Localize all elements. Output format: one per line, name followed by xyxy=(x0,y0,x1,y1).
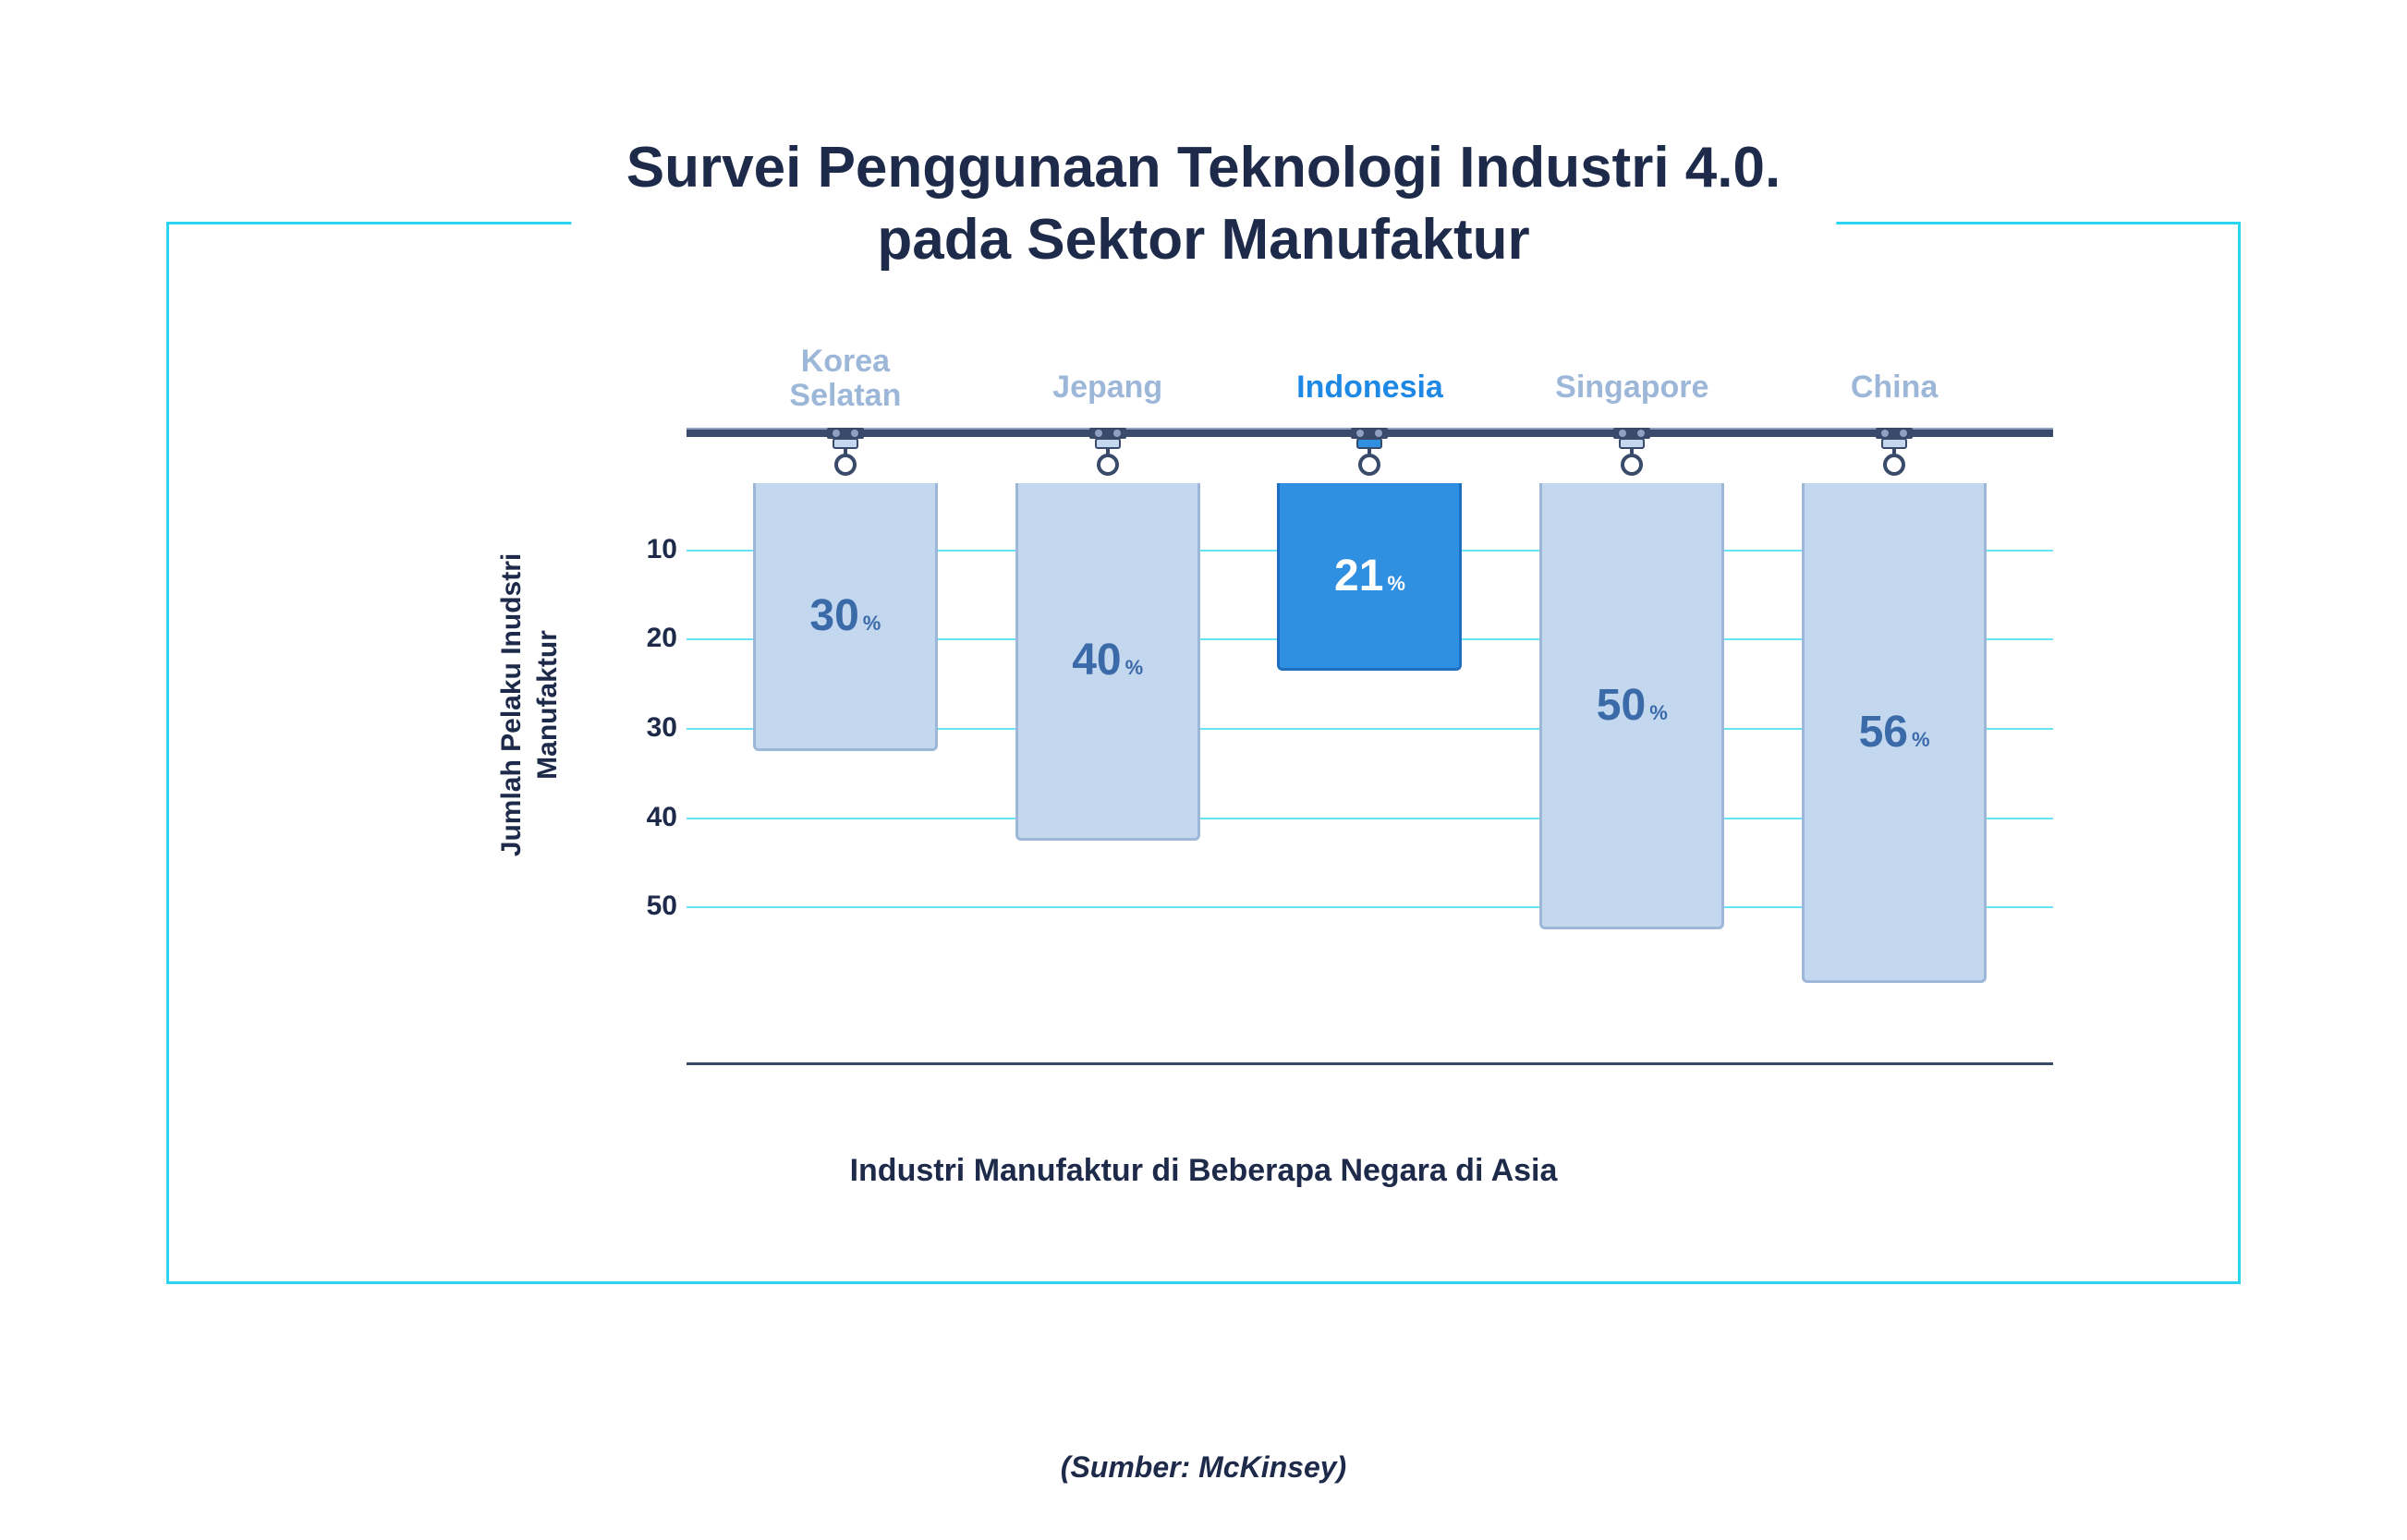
country-label: Jepang xyxy=(1052,370,1162,405)
page: Survei Penggunaan Teknologi Industri 4.0… xyxy=(0,0,2407,1540)
x-axis-label: Industri Manufaktur di Beberapa Negara d… xyxy=(169,1153,2238,1189)
hook-icon xyxy=(813,420,878,485)
bar-column: China 56% xyxy=(1788,345,2000,1065)
country-label: China xyxy=(1851,370,1938,405)
title-line-1: Survei Penggunaan Teknologi Industri 4.0… xyxy=(626,132,1781,204)
baseline xyxy=(687,1062,2053,1065)
hook-icon xyxy=(1076,420,1140,485)
bar-column: Singapore 50% xyxy=(1526,345,1738,1065)
hook-icon xyxy=(1337,420,1402,485)
y-tick-label: 40 xyxy=(622,802,677,833)
bar-value: 21% xyxy=(1334,551,1405,601)
y-axis-label-line1: Jumlah Pelaku Inudstri xyxy=(496,553,527,856)
y-axis-label: Jumlah Pelaku Inudstri Manufaktur xyxy=(493,553,565,856)
country-label: KoreaSelatan xyxy=(789,345,901,414)
y-tick-label: 10 xyxy=(622,534,677,565)
title-line-2: pada Sektor Manufaktur xyxy=(626,204,1781,276)
bar: 56% xyxy=(1802,483,1987,983)
chart-frame: Survei Penggunaan Teknologi Industri 4.0… xyxy=(166,222,2241,1284)
y-tick-label: 50 xyxy=(622,891,677,922)
country-label: Indonesia xyxy=(1296,370,1443,405)
bar-value: 30% xyxy=(809,590,881,641)
bar-column: Jepang 40% xyxy=(1002,345,1214,1065)
bar: 21% xyxy=(1277,483,1462,671)
hook-icon xyxy=(1599,420,1664,485)
bar-value: 40% xyxy=(1072,635,1143,685)
bar: 50% xyxy=(1539,483,1724,929)
bar-value: 56% xyxy=(1859,707,1930,758)
country-label: Singapore xyxy=(1555,370,1708,405)
bar: 30% xyxy=(753,483,938,751)
y-tick-label: 30 xyxy=(622,712,677,744)
y-tick-label: 20 xyxy=(622,623,677,654)
bar-column: Indonesia 21% xyxy=(1263,345,1476,1065)
y-axis-ticks: 10 20 30 40 50 xyxy=(622,460,677,996)
chart-title: Survei Penggunaan Teknologi Industri 4.0… xyxy=(571,132,1836,275)
source-caption: (Sumber: McKinsey) xyxy=(0,1450,2407,1485)
bars-row: KoreaSelatan 30%Jepang 40%Indonesia 21%S… xyxy=(687,345,2053,1065)
bar: 40% xyxy=(1015,483,1200,841)
y-axis-label-line2: Manufaktur xyxy=(532,630,563,780)
bar-column: KoreaSelatan 30% xyxy=(739,345,952,1065)
bar-value: 50% xyxy=(1597,680,1668,731)
hook-icon xyxy=(1862,420,1927,485)
chart-area: Jumlah Pelaku Inudstri Manufaktur 102030… xyxy=(566,345,2053,1065)
